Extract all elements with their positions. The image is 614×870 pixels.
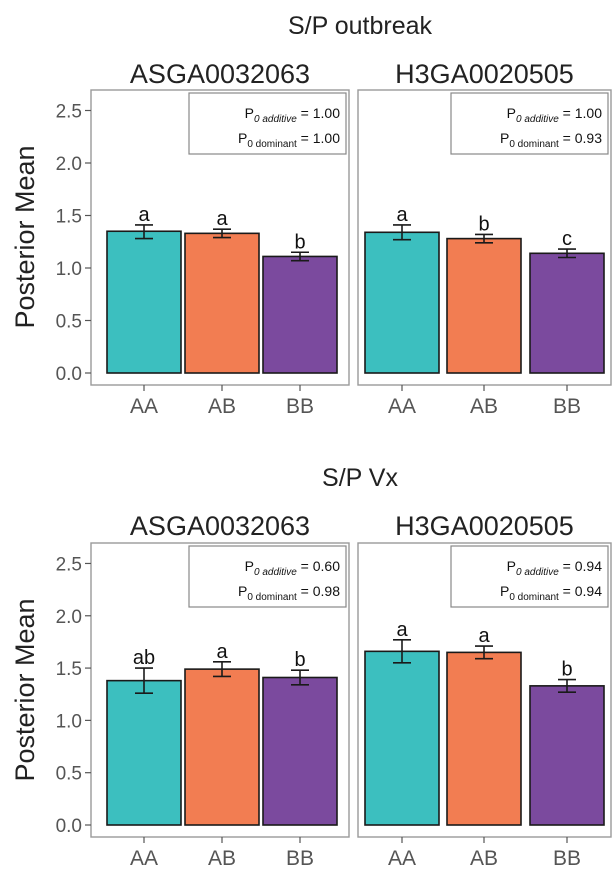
panel-1: ASGA0032063 0.0 0.5 1.0 1.5 2.0 2.5 a AA a AB b BB P0… — [56, 59, 350, 418]
y-tick-label: 1.0 — [56, 711, 82, 732]
y-tick-label: 0.5 — [56, 764, 82, 785]
significance-letter: a — [216, 641, 228, 663]
bar-AB — [184, 668, 260, 826]
annotation-box — [188, 545, 347, 608]
bar-AA — [364, 650, 440, 826]
y-tick-label: 0.0 — [56, 816, 82, 837]
p0-additive-text: P0 additive = 0.60 — [245, 558, 341, 578]
x-tick-label: AB — [208, 847, 236, 870]
y-tick-label: 1.5 — [56, 207, 82, 228]
y-tick-label: 1.5 — [56, 659, 82, 680]
p0-additive-text: P0 additive = 1.00 — [245, 105, 341, 125]
annotation-box — [188, 92, 347, 155]
x-tick-label: AA — [130, 395, 158, 418]
annotation-box — [450, 545, 609, 608]
p0-dominant-text: P0 dominant = 0.94 — [500, 583, 602, 603]
panel-2: H3GA0020505 a AA b AB c BB P0 additive = 1.00 P0… — [357, 59, 612, 418]
facet-title: ASGA0032063 — [130, 511, 310, 541]
bar-BB — [529, 685, 605, 826]
significance-letter: b — [294, 231, 305, 253]
p0-dominant-text: P0 dominant = 0.93 — [500, 130, 602, 150]
facet-title: H3GA0020505 — [395, 59, 574, 89]
panel-3: ASGA0032063 0.0 0.5 1.0 1.5 2.0 2.5 ab AA a AB b BB P… — [56, 511, 350, 870]
significance-letter: a — [138, 204, 150, 226]
x-tick-label: AA — [388, 847, 416, 870]
bar-AA — [364, 231, 440, 374]
panel-border — [90, 89, 350, 386]
panel-4: H3GA0020505 a AA a AB b BB P0 additive = 0.94 P0… — [357, 511, 612, 870]
significance-letter: b — [561, 659, 572, 681]
y-tick-label: 2.5 — [56, 102, 82, 123]
y-tick-label: 2.0 — [56, 607, 82, 628]
bar-BB — [262, 676, 338, 826]
bar-AB — [184, 232, 260, 374]
x-tick-label: BB — [286, 395, 314, 418]
y-axis-label-bottom: Posterior Mean — [10, 598, 40, 781]
y-tick-label: 2.0 — [56, 154, 82, 175]
y-tick-label: 1.0 — [56, 259, 82, 280]
p0-dominant-text: P0 dominant = 1.00 — [238, 130, 340, 150]
y-tick-label: 0.0 — [56, 364, 82, 385]
significance-letter: b — [478, 213, 489, 235]
section-title-vx: S/P Vx — [322, 464, 398, 492]
facet-title: H3GA0020505 — [395, 511, 574, 541]
x-tick-label: AB — [208, 395, 236, 418]
bar-BB — [529, 252, 605, 374]
annotation-box — [450, 92, 609, 155]
x-tick-label: AB — [470, 847, 498, 870]
significance-letter: b — [294, 649, 305, 671]
x-tick-label: AB — [470, 395, 498, 418]
x-tick-label: BB — [553, 395, 581, 418]
section-title-outbreak: S/P outbreak — [288, 12, 433, 40]
p0-additive-text: P0 additive = 1.00 — [507, 105, 603, 125]
significance-letter: ab — [133, 647, 155, 669]
significance-letter: a — [396, 204, 408, 226]
significance-letter: c — [562, 228, 572, 250]
bar-AA — [106, 230, 182, 374]
y-tick-label: 0.5 — [56, 312, 82, 333]
x-tick-label: AA — [388, 395, 416, 418]
significance-letter: a — [216, 208, 228, 230]
significance-letter: a — [478, 625, 490, 647]
bar-AA — [106, 679, 182, 826]
p0-dominant-text: P0 dominant = 0.98 — [238, 583, 340, 603]
bar-BB — [262, 255, 338, 374]
facet-title: ASGA0032063 — [130, 59, 310, 89]
p0-additive-text: P0 additive = 0.94 — [507, 558, 603, 578]
y-axis-label-top: Posterior Mean — [10, 145, 40, 328]
significance-letter: a — [396, 619, 408, 641]
bar-AB — [446, 651, 522, 826]
x-tick-label: BB — [553, 847, 581, 870]
x-tick-label: BB — [286, 847, 314, 870]
x-tick-label: AA — [130, 847, 158, 870]
bar-AB — [446, 237, 522, 374]
y-tick-label: 2.5 — [56, 554, 82, 575]
panel-border — [90, 542, 350, 838]
